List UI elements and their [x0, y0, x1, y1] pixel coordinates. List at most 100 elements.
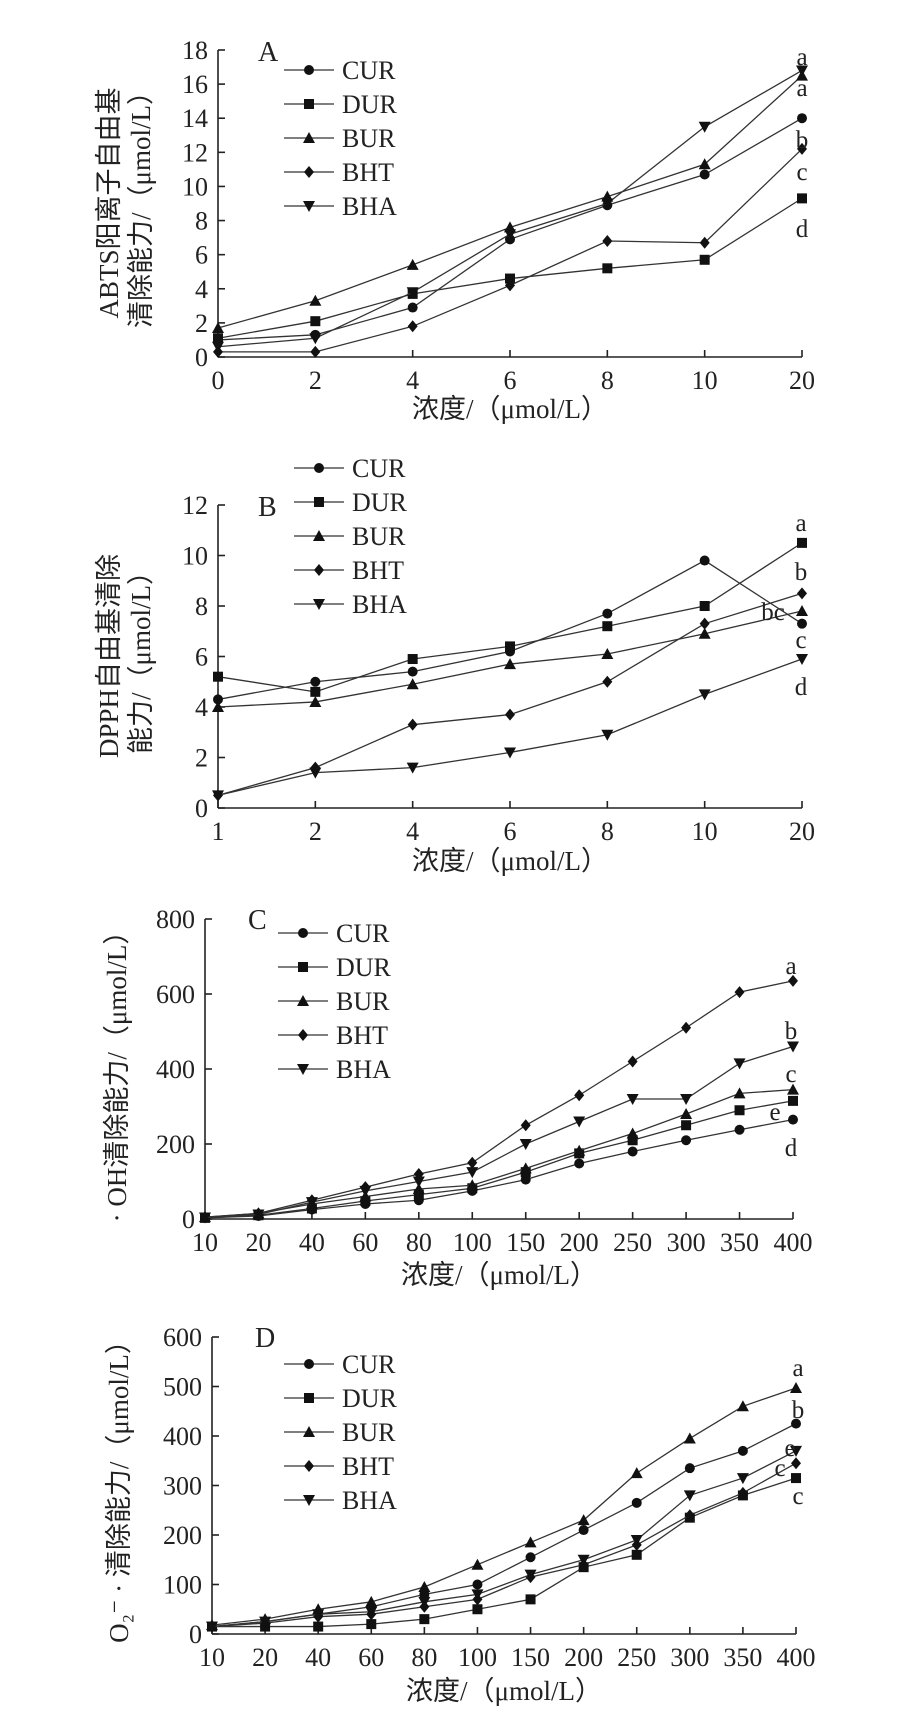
- legend-item: BUR: [294, 522, 406, 551]
- chart-panel-B: 0246810121 2 4 6 8 10 20B浓度/（μmol/L）DPPH自由基清除能…: [94, 454, 815, 876]
- data-point: [577, 1554, 590, 1566]
- y-tick-label: 6: [195, 643, 208, 672]
- series-DUR: [200, 1095, 798, 1223]
- x-tick-label: 4: [406, 817, 419, 846]
- data-point: [524, 1569, 537, 1581]
- significance-label: a: [796, 75, 807, 102]
- data-point: [312, 1609, 325, 1621]
- data-point: [309, 767, 322, 779]
- x-tick-label: 100: [453, 1228, 492, 1257]
- x-axis-label: 浓度/（μmol/L）: [412, 846, 608, 876]
- legend-label: BUR: [342, 124, 396, 153]
- series-line-BHA: [204, 1045, 794, 1219]
- data-point: [519, 1162, 532, 1174]
- data-point: [683, 1490, 696, 1502]
- data-point: [734, 1124, 745, 1135]
- data-point: [406, 678, 419, 690]
- data-point: [797, 537, 807, 548]
- legend-label: DUR: [342, 90, 398, 119]
- data-point: [505, 641, 515, 652]
- data-point: [519, 1139, 532, 1150]
- y-tick-label: 12: [182, 138, 208, 167]
- data-point: [418, 1580, 431, 1592]
- data-point: [573, 1116, 586, 1128]
- legend-item: CUR: [284, 1350, 396, 1379]
- x-tick-label: 6: [504, 817, 517, 846]
- series-line-CUR: [204, 1118, 794, 1219]
- y-tick-label: 800: [156, 905, 195, 934]
- data-point: [212, 790, 224, 802]
- series-BUR: [212, 605, 808, 712]
- data-point: [698, 627, 711, 639]
- y-tick-label: 0: [195, 343, 208, 372]
- data-point: [574, 1158, 585, 1169]
- data-point: [791, 1473, 801, 1484]
- panel-label: C: [248, 905, 267, 936]
- data-point: [407, 320, 418, 333]
- data-point: [602, 621, 613, 632]
- legend-marker: [297, 995, 309, 1006]
- data-point: [698, 689, 711, 701]
- data-point: [573, 1144, 586, 1156]
- legend-label: BUR: [342, 1418, 396, 1447]
- x-tick-label: 250: [617, 1643, 656, 1672]
- data-point: [631, 1497, 642, 1508]
- series-line-BHA: [217, 69, 803, 348]
- data-point: [407, 718, 418, 731]
- data-point: [259, 1616, 272, 1628]
- legend-marker: [313, 530, 325, 541]
- data-point: [504, 229, 516, 241]
- legend-marker: [314, 564, 324, 576]
- panel-label: B: [258, 492, 277, 523]
- data-point: [796, 654, 808, 666]
- data-point: [699, 617, 710, 630]
- y-tick-label: 6: [195, 241, 208, 270]
- legend-item: CUR: [284, 56, 396, 85]
- legend-item: BHA: [294, 590, 407, 619]
- y-tick-label: 0: [189, 1620, 202, 1649]
- data-point: [310, 676, 321, 687]
- data-point: [790, 1445, 802, 1457]
- x-tick-label: 150: [506, 1228, 545, 1257]
- significance-label: c: [795, 627, 806, 654]
- data-point: [309, 333, 322, 345]
- x-tick-label: 300: [667, 1228, 706, 1257]
- legend-marker: [314, 463, 324, 473]
- legend-label: BUR: [336, 987, 390, 1016]
- legend-label: BHT: [342, 1452, 394, 1481]
- data-point: [734, 1105, 745, 1116]
- legend-label: DUR: [342, 1384, 398, 1413]
- chart-panel-C: 0 200 400 600 800 10 20 40 60 80 100 150 200 250 300 35…: [102, 905, 813, 1290]
- data-point: [627, 1146, 638, 1157]
- data-point: [472, 1604, 483, 1615]
- x-tick-label: 8: [601, 366, 614, 395]
- series-BHT: [213, 587, 807, 802]
- data-point: [419, 1614, 430, 1625]
- legend-item: BHA: [278, 1055, 391, 1084]
- data-point: [788, 1095, 798, 1106]
- significance-label: b: [792, 1397, 805, 1424]
- data-point: [524, 1536, 537, 1548]
- legend-item: BHA: [284, 192, 397, 221]
- data-point: [418, 1596, 431, 1608]
- legend-item: BHT: [278, 1021, 388, 1050]
- x-axis-label: 浓度/（μmol/L）: [412, 394, 608, 424]
- data-point: [505, 279, 515, 292]
- y-tick-label: 0: [195, 794, 208, 823]
- data-point: [471, 1558, 484, 1570]
- data-point: [471, 1589, 484, 1601]
- series-line-CUR: [211, 1423, 797, 1628]
- y-tick-label: 100: [163, 1571, 202, 1600]
- y-tick-label: 4: [195, 275, 208, 304]
- series-line-BUR: [204, 1088, 794, 1218]
- legend-item: BUR: [278, 987, 390, 1016]
- data-point: [797, 587, 807, 600]
- data-point: [602, 235, 613, 248]
- data-point: [310, 686, 321, 697]
- legend-marker: [298, 1029, 308, 1041]
- data-point: [684, 1463, 695, 1474]
- x-tick-label: 2: [309, 366, 322, 395]
- series-CUR: [213, 555, 807, 705]
